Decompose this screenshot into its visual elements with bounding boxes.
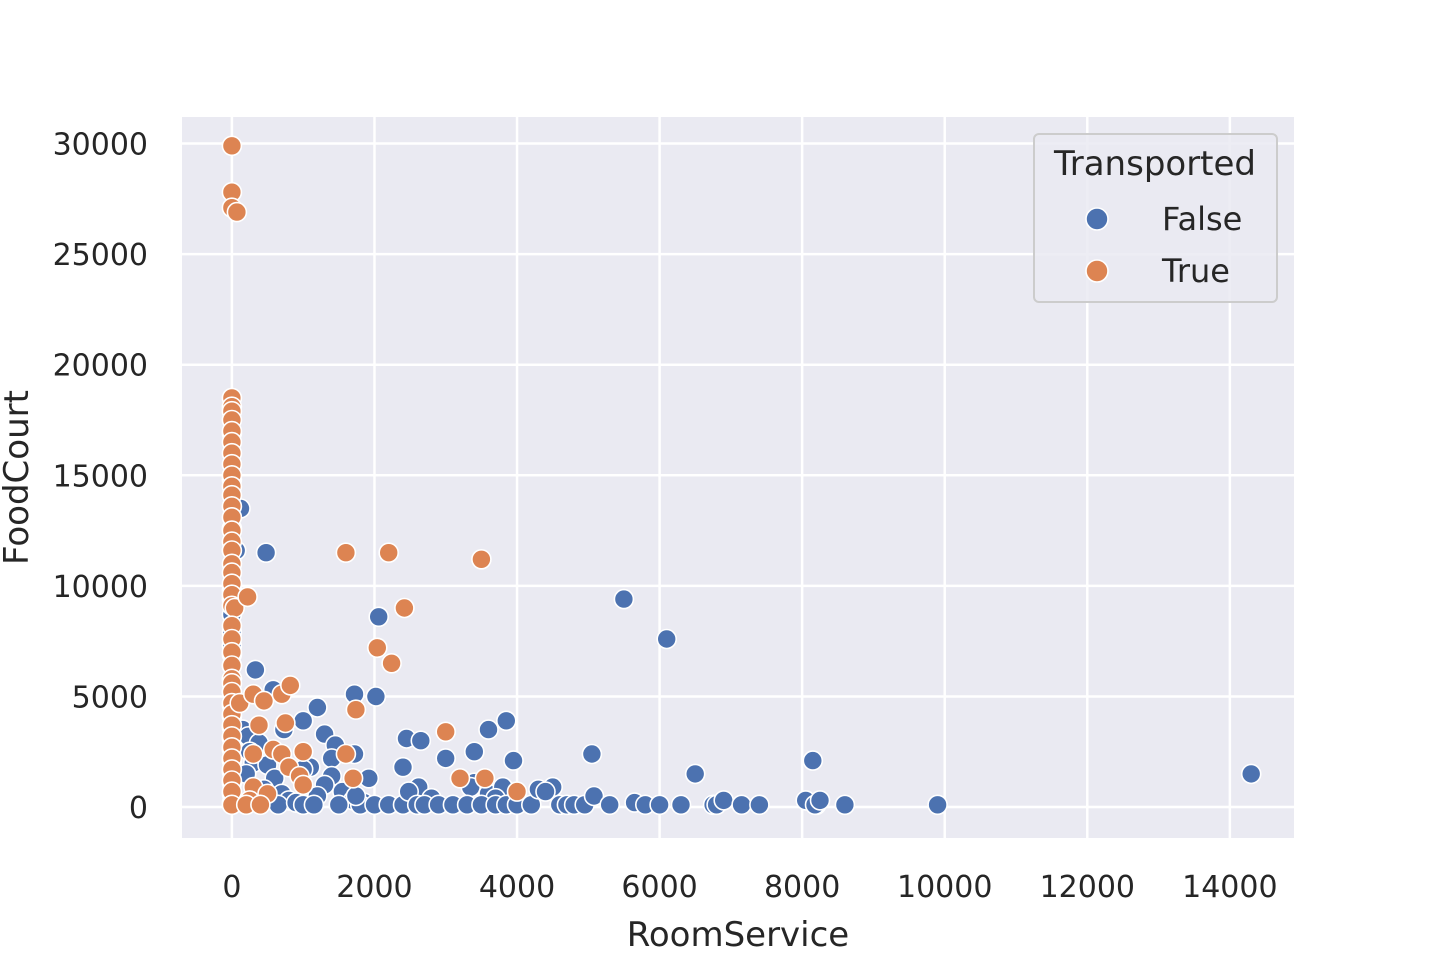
data-point-false <box>649 794 670 816</box>
x-tick-label: 12000 <box>1040 870 1135 905</box>
y-axis-label: FoodCourt <box>0 390 37 565</box>
data-point-true <box>381 652 402 674</box>
data-point-true <box>248 714 270 736</box>
data-point-false <box>809 790 831 811</box>
data-point-false <box>599 794 621 816</box>
data-point-false <box>307 697 328 718</box>
y-tick-label: 20000 <box>53 349 148 384</box>
data-point-false <box>749 794 770 816</box>
data-point-true <box>342 767 364 789</box>
x-tick-label: 2000 <box>336 870 412 905</box>
data-point-false <box>478 719 499 740</box>
data-point-false <box>834 794 856 816</box>
data-point-false <box>410 730 432 752</box>
data-point-true <box>366 637 388 659</box>
data-point-true <box>449 767 471 789</box>
data-point-false <box>670 794 692 816</box>
data-point-false <box>255 542 277 564</box>
x-tick-label: 0 <box>222 870 241 905</box>
data-point-true <box>221 135 243 157</box>
data-point-false <box>535 781 556 802</box>
y-tick-label: 15000 <box>53 459 148 494</box>
data-point-false <box>392 756 414 778</box>
y-tick-label: 5000 <box>72 680 148 715</box>
data-point-false <box>713 790 735 811</box>
x-tick-label: 8000 <box>764 870 840 905</box>
data-point-false <box>495 710 517 732</box>
legend: Transported False True <box>1033 133 1278 303</box>
data-point-true <box>237 586 258 608</box>
data-point-false <box>463 741 485 763</box>
data-point-true <box>474 767 496 789</box>
data-point-true <box>275 712 296 734</box>
legend-marker-false <box>1085 207 1109 231</box>
data-point-false <box>345 785 367 807</box>
y-tick-label: 0 <box>129 791 148 826</box>
data-point-true <box>435 721 457 743</box>
data-point-false <box>245 659 266 681</box>
data-point-false <box>656 628 678 650</box>
data-point-true <box>243 743 264 765</box>
x-axis-label: RoomService <box>627 915 849 955</box>
data-point-false <box>365 686 387 707</box>
data-point-true <box>292 774 314 796</box>
data-point-true <box>394 597 415 619</box>
data-point-false <box>927 794 948 816</box>
data-point-false <box>613 588 635 610</box>
x-tick-label: 14000 <box>1182 870 1277 905</box>
data-point-false <box>802 750 824 771</box>
data-point-false <box>503 750 524 771</box>
data-point-false <box>435 748 457 769</box>
legend-title: Transported <box>1053 144 1256 184</box>
data-point-false <box>583 785 605 807</box>
data-point-true <box>253 690 275 712</box>
data-point-true <box>279 675 301 696</box>
data-points <box>221 135 1262 816</box>
x-tick-label: 6000 <box>621 870 697 905</box>
data-point-true <box>226 201 248 223</box>
data-point-false <box>684 763 706 785</box>
data-point-false <box>368 606 390 628</box>
legend-marker-true <box>1085 259 1109 283</box>
data-point-true <box>250 794 271 816</box>
data-point-false <box>731 794 752 816</box>
data-point-true <box>292 741 314 763</box>
y-tick-label: 30000 <box>53 128 148 163</box>
data-point-true <box>506 781 528 802</box>
legend-label-false: False <box>1162 200 1242 238</box>
x-tick-label: 10000 <box>897 870 992 905</box>
x-tick-label: 4000 <box>479 870 555 905</box>
data-point-false <box>328 794 350 816</box>
data-point-true <box>345 699 367 721</box>
data-point-true <box>471 548 492 570</box>
legend-label-true: True <box>1161 252 1230 290</box>
data-point-false <box>1240 763 1262 785</box>
axis-ticks: 0 2000 4000 6000 8000 10000 12000 14000 0 5000 100… <box>53 128 1278 905</box>
y-tick-label: 25000 <box>53 238 148 273</box>
data-point-false <box>303 794 325 816</box>
data-point-true <box>335 743 357 765</box>
data-point-true <box>335 542 357 564</box>
y-tick-label: 10000 <box>53 570 148 605</box>
data-point-false <box>581 743 603 765</box>
data-point-true <box>378 542 400 564</box>
